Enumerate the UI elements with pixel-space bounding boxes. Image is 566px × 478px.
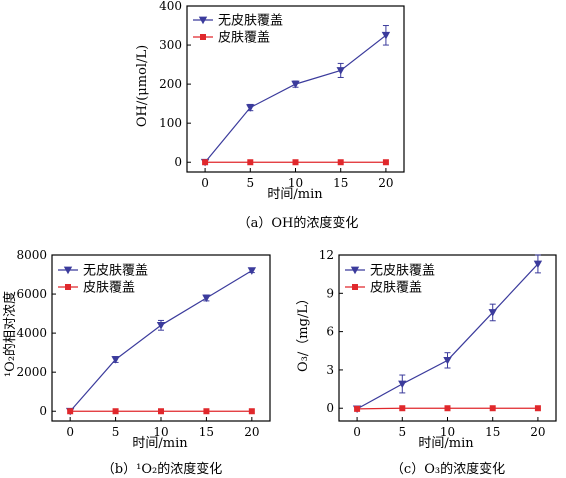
legend-label: 皮肤覆盖 bbox=[83, 281, 135, 296]
y-tick-label: 6 bbox=[326, 325, 334, 339]
data-point bbox=[291, 80, 300, 89]
data-point bbox=[398, 380, 407, 389]
x-tick-label: 0 bbox=[353, 425, 361, 439]
y-tick-label: 300 bbox=[159, 38, 182, 52]
data-point bbox=[292, 159, 299, 166]
x-tick-label: 10 bbox=[153, 425, 168, 439]
x-axis-label: 时间/min bbox=[267, 187, 323, 202]
x-tick-label: 15 bbox=[333, 176, 348, 190]
legend-label: 皮肤覆盖 bbox=[370, 281, 422, 296]
data-point bbox=[246, 104, 255, 112]
y-tick-label: 3 bbox=[326, 363, 334, 377]
legend-label: 皮肤覆盖 bbox=[218, 31, 270, 46]
data-point bbox=[247, 267, 257, 275]
x-axis-label: 时间/min bbox=[132, 436, 188, 451]
y-tick-label: 2000 bbox=[16, 365, 47, 379]
series-line bbox=[204, 34, 387, 163]
legend-swatch-marker bbox=[200, 34, 206, 40]
data-point bbox=[489, 405, 496, 412]
x-tick-label: 20 bbox=[244, 425, 259, 439]
y-tick-label: 400 bbox=[159, 0, 182, 13]
data-point bbox=[247, 159, 254, 166]
x-tick-label: 5 bbox=[398, 425, 406, 439]
y-axis-label: ¹O₂的相对浓度 bbox=[2, 291, 18, 377]
legend-label: 无皮肤覆盖 bbox=[218, 14, 283, 29]
x-tick-label: 20 bbox=[530, 425, 545, 439]
y-tick-label: 0 bbox=[174, 155, 182, 169]
x-tick-label: 10 bbox=[288, 176, 303, 190]
panel-o3: O₃/（mg/L） 时间/min （c）O₃的浓度变化 0 5 10 15 20 0 3 6 9… bbox=[296, 248, 557, 477]
x-tick-label: 10 bbox=[440, 425, 455, 439]
y-axis-label: OH/(μmol/L) bbox=[135, 45, 150, 127]
panel-oh: OH/(μmol/L) 时间/min （a）OH的浓度变化 0 5 10 15 2001… bbox=[135, 0, 405, 231]
data-point bbox=[354, 405, 361, 412]
y-tick-label: 8000 bbox=[16, 248, 47, 262]
x-tick-label: 0 bbox=[66, 425, 74, 439]
legend-label: 无皮肤覆盖 bbox=[370, 264, 435, 279]
y-tick-label: 9 bbox=[326, 286, 334, 300]
y-tick-label: 0 bbox=[326, 401, 334, 415]
data-point bbox=[337, 159, 344, 166]
panel-caption: （a）OH的浓度变化 bbox=[238, 215, 359, 231]
legend-swatch-marker bbox=[65, 284, 71, 290]
legend-swatch-marker bbox=[198, 16, 208, 25]
data-point bbox=[382, 159, 389, 166]
panel-1o2: ¹O₂的相对浓度 时间/min （b）¹O₂的浓度变化 0 5 10 15 20 0 200… bbox=[2, 248, 271, 477]
data-point bbox=[203, 408, 210, 415]
data-point bbox=[112, 408, 119, 415]
legend-swatch-marker bbox=[352, 284, 358, 290]
data-point bbox=[443, 356, 452, 365]
data-point bbox=[488, 309, 497, 317]
y-tick-label: 12 bbox=[319, 248, 334, 262]
data-point bbox=[534, 405, 541, 412]
y-axis-label: O₃/（mg/L） bbox=[296, 292, 311, 372]
legend-swatch-marker bbox=[350, 266, 360, 275]
y-tick-label: 0 bbox=[39, 404, 47, 418]
data-point bbox=[202, 294, 211, 303]
data-point bbox=[248, 408, 255, 415]
y-tick-label: 200 bbox=[159, 77, 182, 91]
x-tick-label: 5 bbox=[112, 425, 120, 439]
data-point bbox=[158, 408, 164, 415]
x-tick-label: 0 bbox=[201, 176, 209, 190]
data-point bbox=[399, 405, 406, 412]
data-point bbox=[156, 321, 166, 330]
panel-caption: （c）O₃的浓度变化 bbox=[391, 461, 505, 477]
data-point bbox=[202, 159, 209, 166]
x-tick-label: 5 bbox=[246, 176, 254, 190]
data-point bbox=[533, 260, 543, 269]
y-tick-label: 100 bbox=[159, 116, 182, 130]
y-tick-label: 4000 bbox=[16, 326, 47, 340]
data-point bbox=[67, 408, 74, 415]
data-point bbox=[336, 67, 345, 75]
x-tick-label: 15 bbox=[485, 425, 500, 439]
data-point bbox=[381, 31, 391, 40]
legend-swatch-marker bbox=[63, 266, 73, 275]
y-tick-label: 6000 bbox=[16, 287, 47, 301]
data-point bbox=[111, 356, 120, 364]
data-point bbox=[444, 405, 451, 412]
panel-caption: （b）¹O₂的浓度变化 bbox=[102, 461, 222, 477]
x-axis-label: 时间/min bbox=[418, 436, 474, 451]
x-tick-label: 15 bbox=[199, 425, 214, 439]
legend-label: 无皮肤覆盖 bbox=[83, 264, 148, 279]
x-tick-label: 20 bbox=[378, 176, 393, 190]
